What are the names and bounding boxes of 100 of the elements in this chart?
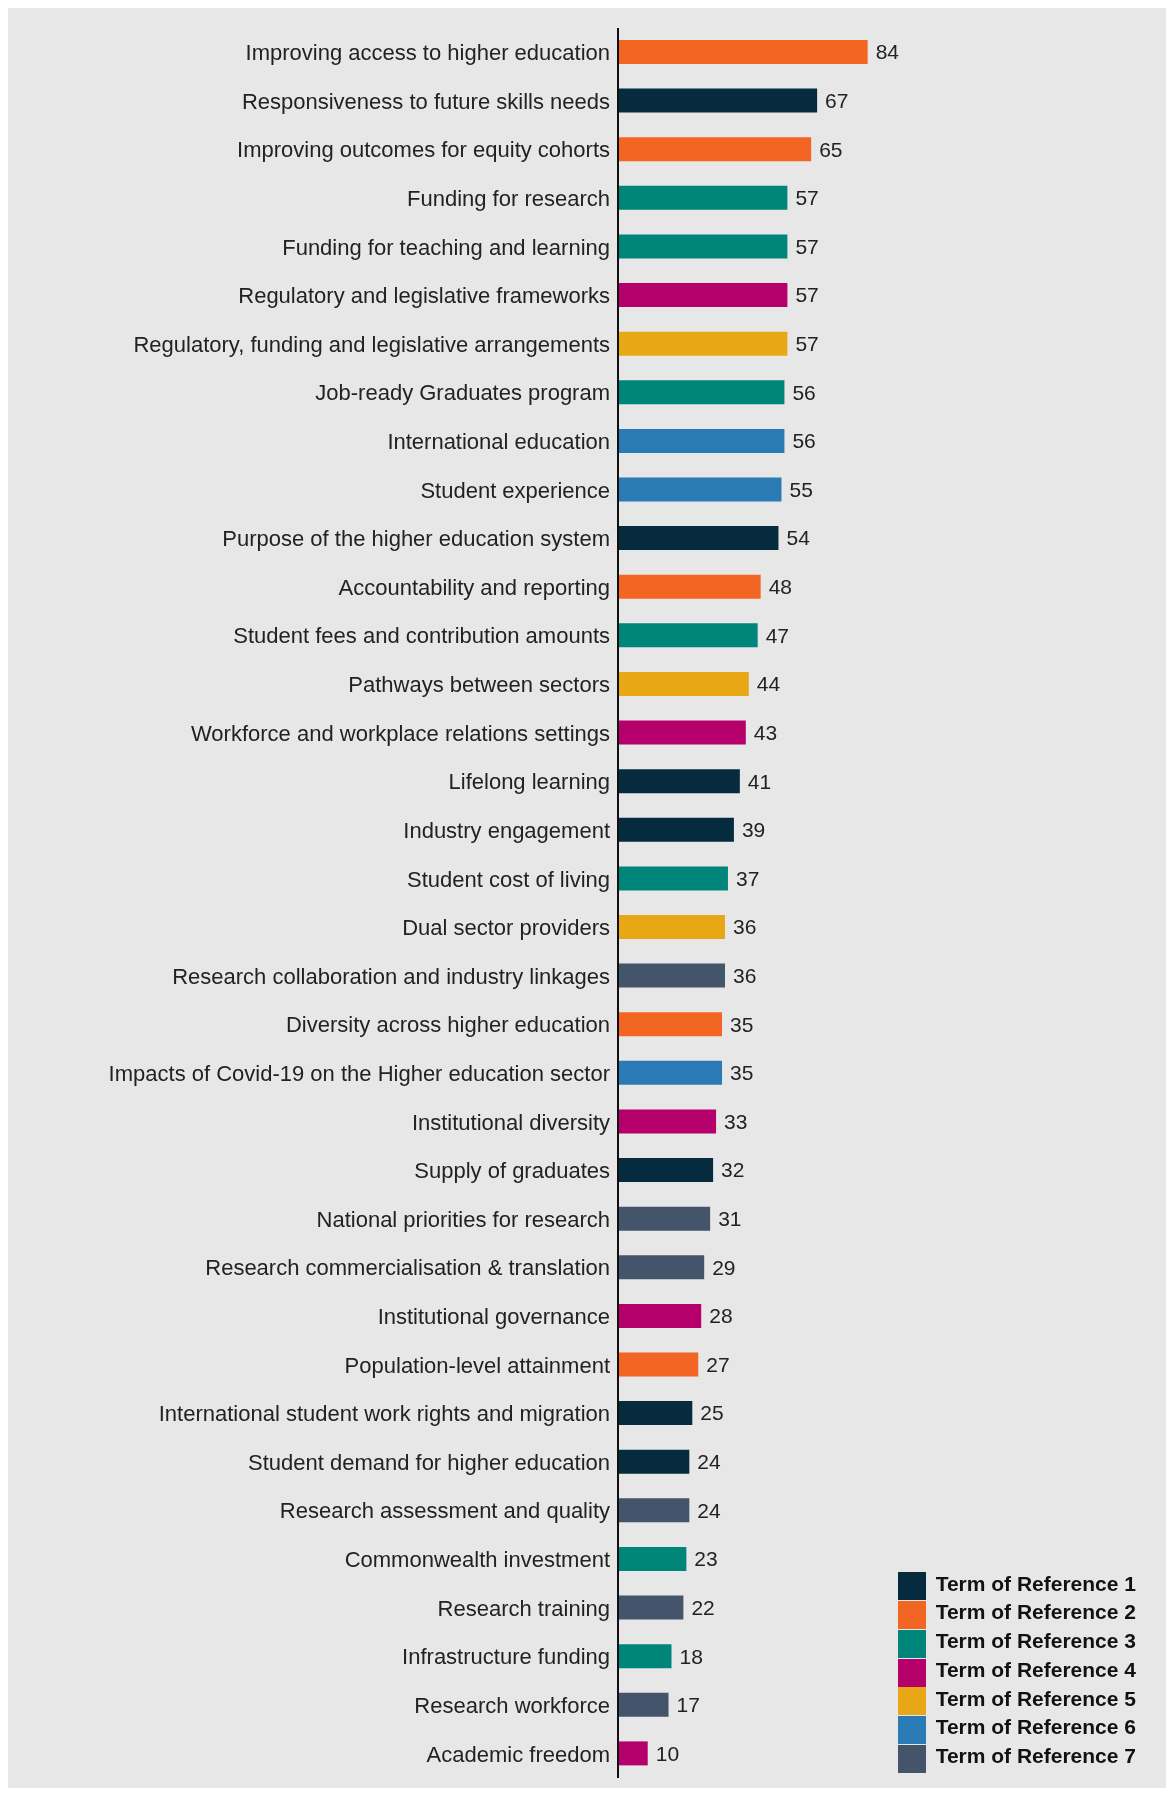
y-tick-label: Regulatory, funding and legislative arrangements [133, 331, 610, 357]
y-tick-label: Student fees and contribution amounts [233, 623, 610, 649]
data-label: 57 [795, 283, 819, 307]
y-tick-label: Research collaboration and industry linkages [172, 963, 610, 989]
bar [618, 1546, 687, 1571]
data-label: 56 [792, 380, 816, 404]
y-tick-label: Impacts of Covid-19 on the Higher education sector [108, 1060, 610, 1086]
bar [618, 817, 734, 842]
data-label: 17 [676, 1693, 700, 1717]
data-label: 55 [789, 477, 813, 501]
y-tick-label: Academic freedom [426, 1741, 610, 1767]
y-tick-label: Industry engagement [403, 817, 610, 843]
data-label: 57 [795, 332, 819, 356]
data-label: 47 [765, 623, 790, 647]
y-tick-label: Funding for teaching and learning [282, 234, 610, 260]
y-tick-label: Lifelong learning [448, 769, 610, 795]
bar [618, 1206, 711, 1231]
y-tick-label: Diversity across higher education [285, 1012, 610, 1038]
bar [618, 185, 788, 210]
y-tick-label: Improving outcomes for equity cohorts [237, 137, 610, 163]
y-tick-label: Research training [437, 1595, 610, 1621]
data-label: 28 [709, 1304, 733, 1328]
bar [618, 671, 749, 696]
data-label: 24 [697, 1450, 722, 1474]
data-label: 44 [756, 672, 781, 696]
y-tick-label: Research assessment and quality [279, 1498, 610, 1524]
y-tick-label: Institutional governance [377, 1304, 610, 1329]
bar [618, 963, 725, 988]
data-label: 33 [724, 1109, 748, 1133]
bar [618, 1352, 699, 1377]
bar [618, 574, 761, 599]
legend-label: Term of Reference 4 [935, 1657, 1136, 1681]
y-tick-label: National priorities for research [316, 1206, 610, 1232]
bar [618, 1060, 723, 1085]
bar [618, 1741, 648, 1766]
legend-label: Term of Reference 3 [935, 1629, 1136, 1653]
bar [618, 1012, 723, 1037]
data-label: 84 [875, 40, 900, 64]
y-tick-label: Research commercialisation & translation [205, 1255, 610, 1281]
y-tick-label: Purpose of the higher education system [222, 526, 610, 552]
y-tick-label: Workforce and workplace relations settings [190, 720, 610, 746]
y-tick-label: Responsiveness to future skills needs [241, 88, 610, 114]
data-label: 37 [735, 866, 760, 890]
data-label: 23 [694, 1547, 718, 1571]
y-tick-label: International student work rights and migration [158, 1401, 610, 1427]
bar [618, 380, 785, 405]
bar [618, 1303, 702, 1328]
bar [618, 915, 725, 939]
data-label: 25 [700, 1401, 724, 1425]
bar [618, 623, 758, 648]
data-label: 56 [792, 429, 816, 453]
bar [618, 769, 740, 794]
y-tick-label: Institutional diversity [411, 1109, 610, 1135]
bar [618, 234, 788, 259]
data-label: 32 [721, 1158, 745, 1182]
y-tick-label: Improving access to higher education [245, 40, 610, 66]
bar [618, 526, 779, 551]
legend-label: Term of Reference 2 [935, 1600, 1136, 1624]
data-label: 35 [730, 1012, 754, 1036]
y-tick-label: Population-level attainment [344, 1352, 610, 1378]
data-label: 43 [753, 720, 778, 744]
data-label: 57 [795, 234, 819, 258]
data-label: 54 [786, 526, 811, 550]
legend-label: Term of Reference 7 [935, 1744, 1136, 1768]
data-label: 57 [795, 186, 819, 210]
bar [618, 40, 868, 64]
y-tick-label: Accountability and reporting [338, 574, 610, 600]
data-label: 18 [679, 1644, 703, 1668]
bar [618, 1109, 717, 1134]
bar [618, 1644, 672, 1669]
y-tick-label: Student demand for higher education [247, 1449, 610, 1475]
bar [618, 1401, 693, 1426]
data-label: 39 [741, 818, 766, 842]
bar [618, 1158, 714, 1183]
bar [618, 283, 788, 308]
data-label: 27 [706, 1352, 730, 1376]
y-tick-label: International education [387, 429, 610, 454]
bar [618, 1498, 690, 1523]
bar [618, 428, 785, 453]
data-label: 48 [768, 575, 793, 599]
legend-label: Term of Reference 6 [935, 1715, 1136, 1739]
y-tick-label: Dual sector providers [402, 915, 610, 941]
data-label: 10 [655, 1741, 680, 1765]
y-tick-label: Regulatory and legislative frameworks [238, 283, 610, 309]
bar [618, 88, 818, 113]
bar [618, 1692, 669, 1717]
y-tick-label: Commonwealth investment [344, 1547, 610, 1573]
data-label: 65 [819, 137, 843, 161]
bar [618, 477, 782, 502]
bar [618, 1595, 684, 1620]
y-tick-label: Supply of graduates [414, 1158, 610, 1184]
data-label: 36 [732, 915, 757, 939]
data-label: 35 [730, 1061, 754, 1085]
bar [618, 720, 746, 745]
data-label: 29 [712, 1255, 736, 1279]
y-tick-label: Student cost of living [406, 866, 610, 892]
legend-label: Term of Reference 5 [935, 1686, 1136, 1710]
bar [618, 1449, 690, 1474]
y-tick-label: Research workforce [414, 1692, 610, 1718]
data-label: 36 [732, 963, 757, 987]
